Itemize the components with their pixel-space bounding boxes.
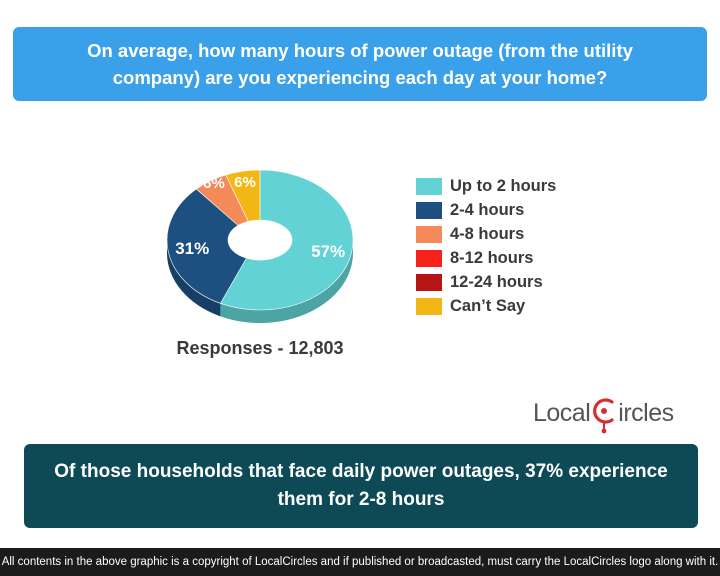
donut-slice-0: [219, 169, 354, 311]
footer-text: All contents in the above graphic is a c…: [1, 556, 719, 568]
legend-item: Can’t Say: [416, 294, 616, 318]
donut-slice-1: [166, 188, 247, 304]
takeaway-text: Of those households that face daily powe…: [54, 461, 668, 510]
chart-legend: Up to 2 hours 2-4 hours 4-8 hours 8-12 hour…: [416, 174, 616, 318]
data-label-5: 6%: [234, 174, 256, 191]
legend-item: Up to 2 hours: [416, 174, 616, 198]
data-label-0: 57%: [311, 242, 345, 261]
legend-swatch: [416, 249, 442, 267]
data-label-2: 6%: [203, 175, 225, 192]
donut-side-1: [167, 240, 221, 317]
legend-item: 12-24 hours: [416, 270, 616, 294]
question-banner: On average, how many hours of power outa…: [13, 27, 707, 101]
logo-text-local: Local: [533, 398, 591, 427]
legend-item: 2-4 hours: [416, 198, 616, 222]
data-label-1: 31%: [175, 239, 209, 258]
localcircles-logo: Local ircles: [533, 390, 693, 436]
legend-label: Can’t Say: [450, 296, 526, 315]
legend-label: 12-24 hours: [450, 272, 543, 291]
legend-swatch: [416, 273, 442, 291]
legend-swatch: [416, 297, 442, 315]
logo-pin-icon: [591, 397, 617, 434]
responses-count: Responses - 12,803: [176, 338, 344, 358]
legend-label: Up to 2 hours: [450, 176, 557, 195]
legend-item: 8-12 hours: [416, 246, 616, 270]
donut-side-0: [220, 240, 353, 323]
logo-text-ircles: ircles: [618, 398, 674, 427]
legend-label: 2-4 hours: [450, 200, 525, 219]
donut-slice-5: [225, 169, 261, 222]
legend-swatch: [416, 225, 442, 243]
legend-item: 4-8 hours: [416, 222, 616, 246]
legend-label: 8-12 hours: [450, 248, 534, 267]
copyright-footer: All contents in the above graphic is a c…: [0, 548, 720, 576]
takeaway-banner: Of those households that face daily powe…: [24, 444, 698, 528]
legend-swatch: [416, 177, 442, 195]
legend-label: 4-8 hours: [450, 224, 525, 243]
question-text: On average, how many hours of power outa…: [87, 40, 633, 88]
legend-swatch: [416, 201, 442, 219]
